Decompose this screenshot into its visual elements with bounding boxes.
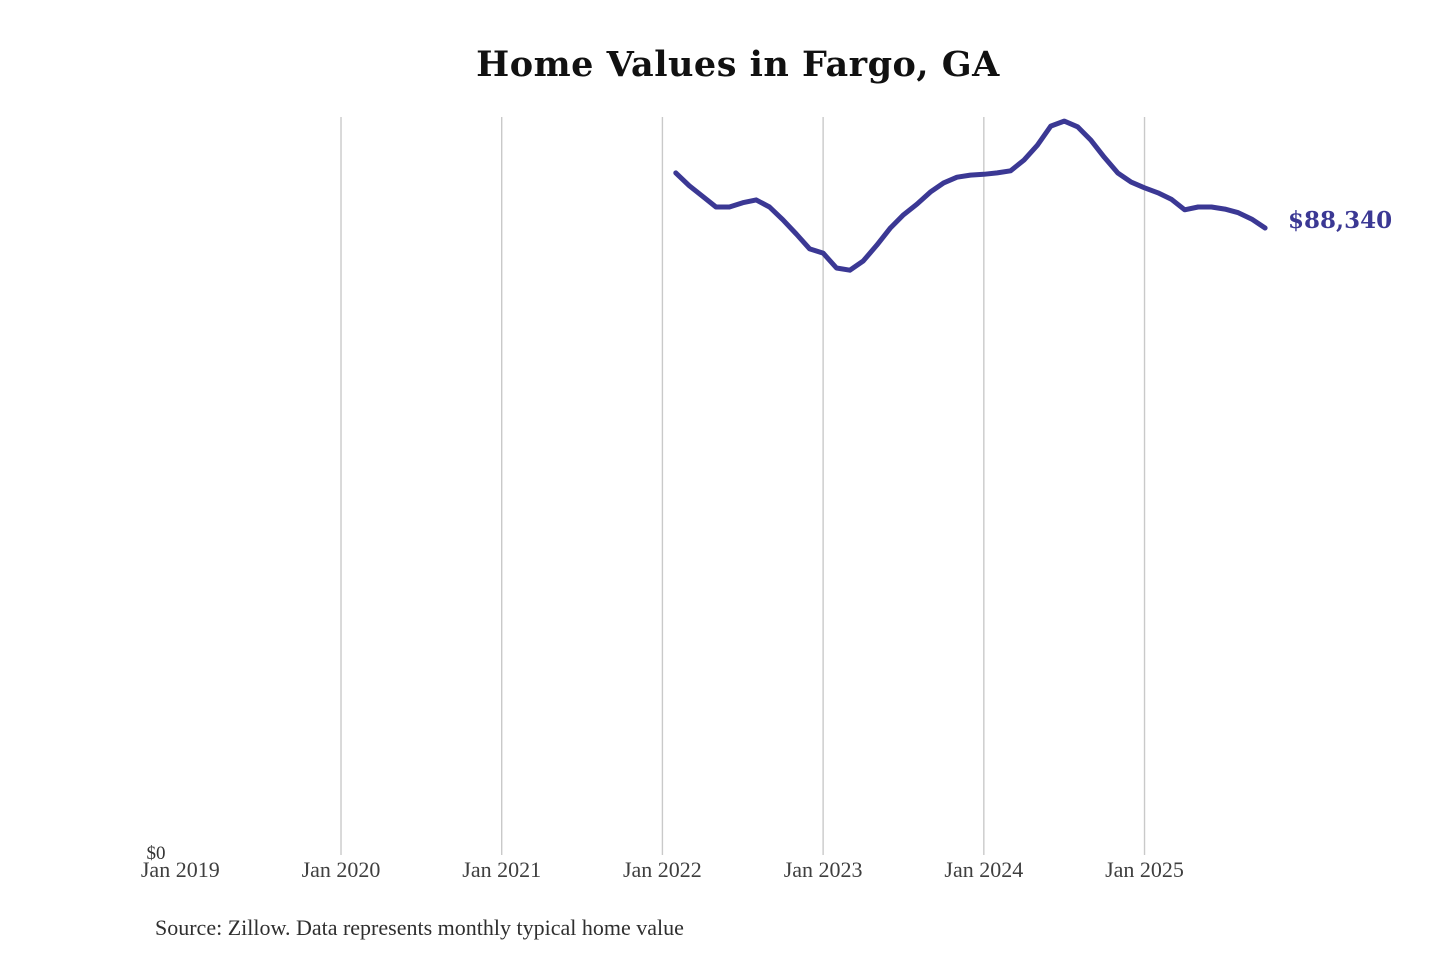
x-tick-jan-2024: Jan 2024 <box>944 857 1024 882</box>
gridlines <box>340 117 1146 855</box>
latest-value-label: $88,340 <box>1288 207 1393 234</box>
chart-title: Home Values in Fargo, GA <box>476 44 1000 85</box>
x-tick-jan-2020: Jan 2020 <box>301 857 381 882</box>
source-note: Source: Zillow. Data represents monthly … <box>155 915 684 940</box>
x-tick-jan-2022: Jan 2022 <box>622 857 702 882</box>
x-tick-jan-2023: Jan 2023 <box>783 857 863 882</box>
x-tick-jan-2021: Jan 2021 <box>462 857 542 882</box>
y-axis-zero-label: $0 <box>146 843 166 864</box>
x-tick-jan-2025: Jan 2025 <box>1105 857 1184 882</box>
home-value-line <box>673 118 1268 273</box>
x-tick-jan-2019: Jan 2019 <box>140 857 220 882</box>
